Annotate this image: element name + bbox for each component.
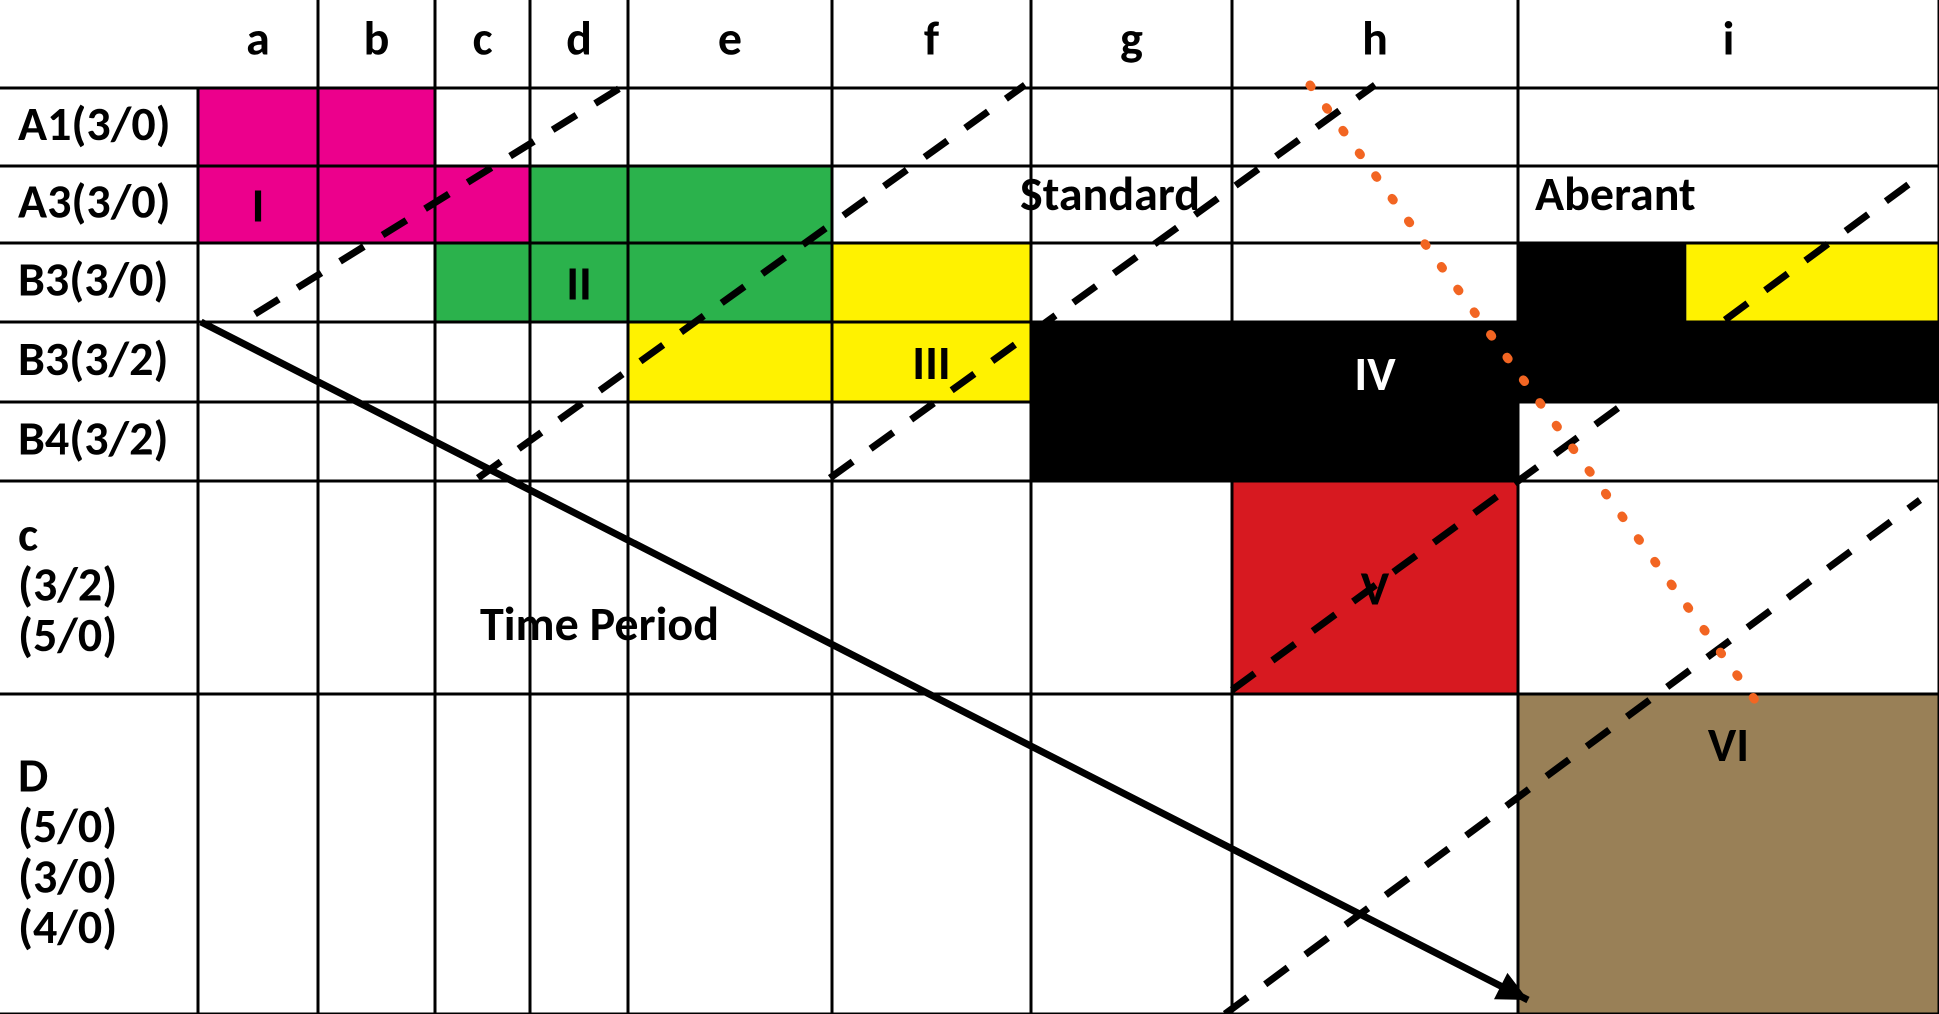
col-header-b: b — [364, 9, 390, 68]
block-III-rect — [832, 243, 1031, 322]
free-label-standard: Standard — [1020, 164, 1200, 223]
block-IV-rect — [1031, 322, 1939, 402]
free-label-aberant: Aberant — [1535, 164, 1696, 223]
blocks-layer — [198, 88, 1939, 1014]
col-header-f: f — [924, 9, 940, 68]
row-header-1: A3(3/0) — [18, 172, 171, 231]
block-IV-rect — [1031, 402, 1518, 481]
row-header-0: A1(3/0) — [18, 94, 171, 153]
block-label-I: I — [252, 175, 265, 234]
diagram-svg: a b c d e f g h i A1(3/0) A3(3/0) B3(3/0) B3(3/2) B4(… — [0, 0, 1939, 1014]
row-header-3: B3(3/2) — [18, 329, 168, 388]
col-header-a: a — [246, 9, 270, 68]
row-header-6: (4/0) — [18, 897, 117, 956]
block-II-rect — [435, 243, 832, 322]
col-header-c: c — [472, 9, 492, 68]
col-header-g: g — [1120, 9, 1143, 68]
block-II-rect — [530, 166, 832, 243]
block-label-II: II — [566, 253, 592, 312]
block-IV-rect — [1518, 243, 1686, 322]
col-header-e: e — [718, 9, 742, 68]
block-label-V: V — [1361, 558, 1390, 617]
row-header-4: B4(3/2) — [18, 409, 168, 468]
block-label-IV: IV — [1354, 344, 1396, 403]
row-header-5: (5/0) — [18, 605, 117, 664]
col-header-d: d — [566, 9, 592, 68]
row-header-2: B3(3/0) — [18, 250, 168, 309]
free-label-time-period: Time Period — [480, 594, 719, 653]
block-label-III: III — [912, 333, 950, 392]
col-header-i: i — [1723, 9, 1735, 68]
col-header-h: h — [1362, 9, 1388, 68]
diagram-stage: a b c d e f g h i A1(3/0) A3(3/0) B3(3/0) B3(3/2) B4(… — [0, 0, 1939, 1014]
block-label-VI: VI — [1708, 715, 1749, 774]
